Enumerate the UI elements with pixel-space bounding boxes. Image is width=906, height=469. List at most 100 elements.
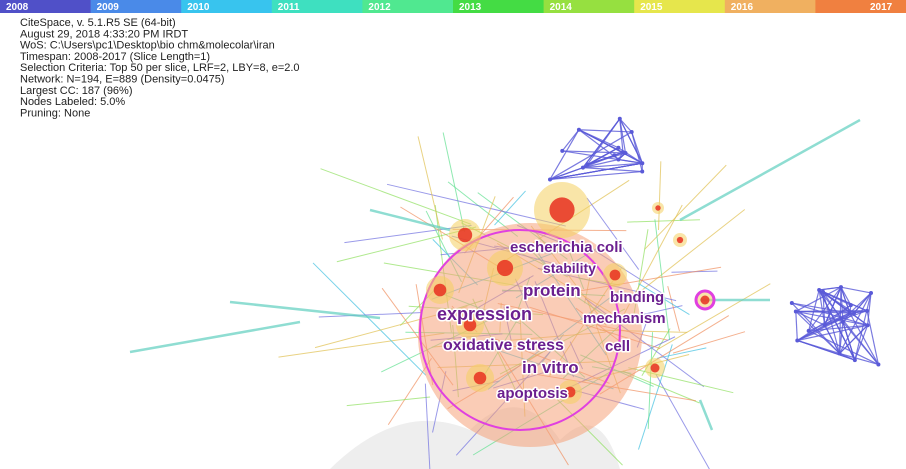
edge: [549, 167, 584, 181]
edge: [578, 129, 643, 164]
big-node: [418, 223, 642, 447]
node: [612, 153, 617, 158]
node: [560, 148, 565, 153]
edge: [824, 286, 842, 326]
node-core: [676, 236, 684, 244]
edge: [698, 399, 714, 431]
edge: [824, 324, 841, 354]
edge: [586, 197, 640, 270]
edge: [655, 374, 710, 469]
edge: [679, 118, 861, 222]
edge: [346, 396, 431, 407]
edge: [619, 118, 624, 153]
node: [865, 308, 870, 313]
edge: [417, 136, 443, 240]
node-label: in vitro: [522, 358, 579, 377]
node-core: [609, 269, 621, 281]
edge: [818, 289, 826, 326]
year-label: 2015: [640, 2, 663, 13]
node-labels: escherichia coli stability protein bindi…: [436, 238, 668, 404]
node-label: protein: [523, 281, 581, 300]
edge: [842, 321, 856, 361]
node-core: [473, 371, 487, 385]
edge: [839, 352, 879, 366]
node: [629, 129, 634, 134]
edge: [318, 312, 421, 318]
edge: [808, 289, 820, 332]
edge: [647, 332, 654, 429]
node-core: [700, 295, 710, 305]
node: [806, 328, 811, 333]
node: [821, 289, 826, 294]
edge: [549, 162, 643, 181]
node-core: [650, 363, 660, 373]
node: [847, 311, 852, 316]
node-core: [694, 289, 716, 311]
edge: [866, 310, 879, 365]
edge: [578, 129, 632, 133]
edge: [633, 229, 649, 314]
node: [576, 127, 581, 132]
edge: [854, 292, 872, 361]
node: [838, 285, 843, 290]
edge: [562, 150, 626, 154]
node: [817, 287, 822, 292]
edge: [849, 312, 879, 365]
edge: [320, 168, 472, 225]
node: [795, 338, 800, 343]
edge: [657, 283, 771, 351]
node-label: expression: [437, 304, 532, 324]
node: [585, 162, 590, 167]
node-core: [457, 227, 473, 243]
edge: [494, 190, 526, 226]
edge: [549, 129, 580, 180]
info-panel: CiteSpace, v. 5.1.R5 SE (64-bit)August 2…: [20, 17, 300, 119]
edge: [633, 209, 746, 297]
node: [623, 150, 628, 155]
edge: [824, 310, 868, 326]
edge: [369, 208, 451, 232]
edge: [578, 129, 619, 149]
node-core: [463, 318, 477, 332]
node-label: binding: [610, 289, 664, 306]
edge: [344, 224, 472, 244]
node-label: stability: [543, 260, 596, 276]
edge: [808, 330, 879, 366]
edge: [582, 158, 619, 169]
edge: [442, 132, 465, 232]
edge: [654, 219, 671, 340]
node: [852, 310, 857, 315]
watermark: [330, 407, 620, 469]
edge: [795, 286, 842, 312]
node: [580, 165, 585, 170]
node: [869, 290, 874, 295]
info-line: Network: N=194, E=889 (Density=0.0475): [20, 74, 225, 86]
edge: [797, 324, 868, 342]
node-core: [433, 283, 447, 297]
info-line: Timespan: 2008-2017 (Slice Length=1): [20, 51, 210, 63]
info-line: Nodes Labeled: 5.0%: [20, 96, 125, 108]
ring: [419, 229, 621, 431]
edge: [866, 292, 872, 326]
edge: [644, 164, 727, 250]
info-line: CiteSpace, v. 5.1.R5 SE (64-bit): [20, 17, 176, 29]
node: [640, 169, 645, 174]
node: [822, 323, 827, 328]
node: [837, 351, 842, 356]
info-line: August 29, 2018 4:33:20 PM IRDT: [20, 28, 188, 40]
node: [789, 301, 794, 306]
node: [865, 323, 870, 328]
edge: [818, 289, 856, 361]
node: [793, 309, 798, 314]
node: [548, 177, 553, 182]
edge: [561, 129, 580, 152]
node-core: [549, 197, 575, 223]
edge: [587, 151, 624, 166]
year-segment: [543, 0, 635, 13]
edge: [795, 311, 798, 341]
year-label: 2013: [459, 2, 482, 13]
edge: [424, 383, 431, 469]
year-segment: [453, 0, 545, 13]
node: [617, 116, 622, 121]
edge: [797, 321, 844, 342]
